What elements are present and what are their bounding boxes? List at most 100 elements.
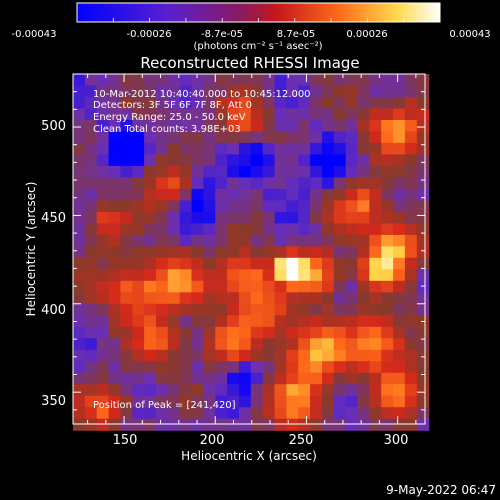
heatmap-cell <box>298 326 311 339</box>
heatmap-cell <box>203 372 216 385</box>
heatmap-cell <box>73 292 86 305</box>
heatmap-cell <box>108 211 122 224</box>
heatmap-cell <box>156 131 169 144</box>
heatmap-cell <box>274 211 287 224</box>
heatmap-cell <box>227 131 240 144</box>
heatmap-cell <box>274 108 287 121</box>
heatmap-cell <box>96 154 110 167</box>
heatmap-cell <box>179 315 193 328</box>
heatmap-cell <box>416 108 430 121</box>
heatmap-cell <box>203 349 216 362</box>
heatmap-cell <box>369 177 382 190</box>
heatmap-cell <box>310 154 323 167</box>
heatmap-cell <box>215 257 228 270</box>
heatmap-cell <box>179 120 193 133</box>
heatmap-cell <box>132 303 145 316</box>
heatmap-cell <box>286 108 299 121</box>
heatmap-cell <box>298 85 311 98</box>
heatmap-cell <box>203 211 216 224</box>
heatmap-cell <box>357 165 370 178</box>
heatmap-cell <box>369 418 382 431</box>
heatmap-cell <box>144 292 157 305</box>
heatmap-cell <box>345 211 359 224</box>
heatmap-cell <box>333 120 347 133</box>
heatmap-cell <box>215 200 228 213</box>
heatmap-cell <box>416 361 430 374</box>
heatmap-cell <box>274 85 287 98</box>
heatmap-cell <box>239 188 252 201</box>
heatmap-cell <box>298 223 311 236</box>
y-tick-label-450: 450 <box>41 211 66 226</box>
heatmap-cell <box>298 269 311 282</box>
heatmap-cell <box>108 407 122 420</box>
heatmap-cell <box>239 234 252 247</box>
heatmap-cell <box>416 326 430 339</box>
heatmap-cell <box>310 257 323 270</box>
heatmap-cell <box>345 200 359 213</box>
heatmap-cell <box>262 361 276 374</box>
heatmap-cell <box>310 74 323 87</box>
heatmap-cell <box>73 257 86 270</box>
heatmap-cell <box>120 303 133 316</box>
heatmap-cell <box>144 211 157 224</box>
x-tick-label-200: 200 <box>200 433 225 448</box>
heatmap-cell <box>191 361 204 374</box>
heatmap-cell <box>274 407 287 420</box>
heatmap-cell <box>333 384 347 397</box>
heatmap-cell <box>393 154 406 167</box>
heatmap-cell <box>310 418 323 431</box>
heatmap-cell <box>132 108 145 121</box>
heatmap-cell <box>120 349 133 362</box>
heatmap-cell <box>156 292 169 305</box>
plot-area: 10-Mar-2012 10:40:40.000 to 10:45:12.000… <box>72 73 430 431</box>
heatmap-cell <box>298 349 311 362</box>
heatmap-cell <box>239 326 252 339</box>
heatmap-cell <box>416 349 430 362</box>
annotation-counts: Clean Total counts: 3.98E+03 <box>93 124 241 135</box>
heatmap-cell <box>215 74 228 87</box>
heatmap-cell <box>132 257 145 270</box>
heatmap-cell <box>108 338 122 351</box>
heatmap-cell <box>357 407 370 420</box>
heatmap-cell <box>215 234 228 247</box>
heatmap-cell <box>84 303 98 316</box>
heatmap-cell <box>404 407 418 420</box>
heatmap-cell <box>120 74 133 87</box>
heatmap-cell <box>191 211 204 224</box>
heatmap-cell <box>250 315 264 328</box>
heatmap-cell <box>73 223 86 236</box>
heatmap-cell <box>203 384 216 397</box>
heatmap-cell <box>120 211 133 224</box>
heatmap-cell <box>250 97 264 110</box>
heatmap-cell <box>239 349 252 362</box>
heatmap-cell <box>179 361 193 374</box>
heatmap-cell <box>393 234 406 247</box>
heatmap-cell <box>73 315 86 328</box>
heatmap-cell <box>108 292 122 305</box>
annotation-energy: Energy Range: 25.0 - 50.0 keV <box>93 112 246 123</box>
heatmap-cell <box>381 188 394 201</box>
heatmap-cell <box>416 120 430 133</box>
heatmap-cell <box>191 395 204 408</box>
heatmap-cell <box>73 85 86 98</box>
heatmap-cell <box>357 177 370 190</box>
heatmap-cell <box>120 292 133 305</box>
heatmap-cell <box>357 372 370 385</box>
heatmap-cell <box>156 234 169 247</box>
heatmap-cell <box>381 200 394 213</box>
heatmap-cell <box>310 120 323 133</box>
heatmap-cell <box>404 257 418 270</box>
heatmap-cell <box>333 257 347 270</box>
heatmap-cell <box>203 200 216 213</box>
heatmap-cell <box>227 120 240 133</box>
heatmap-cell <box>298 188 311 201</box>
heatmap-cell <box>120 85 133 98</box>
heatmap-cell <box>369 120 382 133</box>
heatmap-cell <box>357 361 370 374</box>
heatmap-cell <box>357 315 370 328</box>
heatmap-cell <box>179 326 193 339</box>
heatmap-cell <box>144 395 157 408</box>
heatmap-cell <box>84 280 98 293</box>
heatmap-cell <box>345 165 359 178</box>
heatmap-cell <box>179 303 193 316</box>
